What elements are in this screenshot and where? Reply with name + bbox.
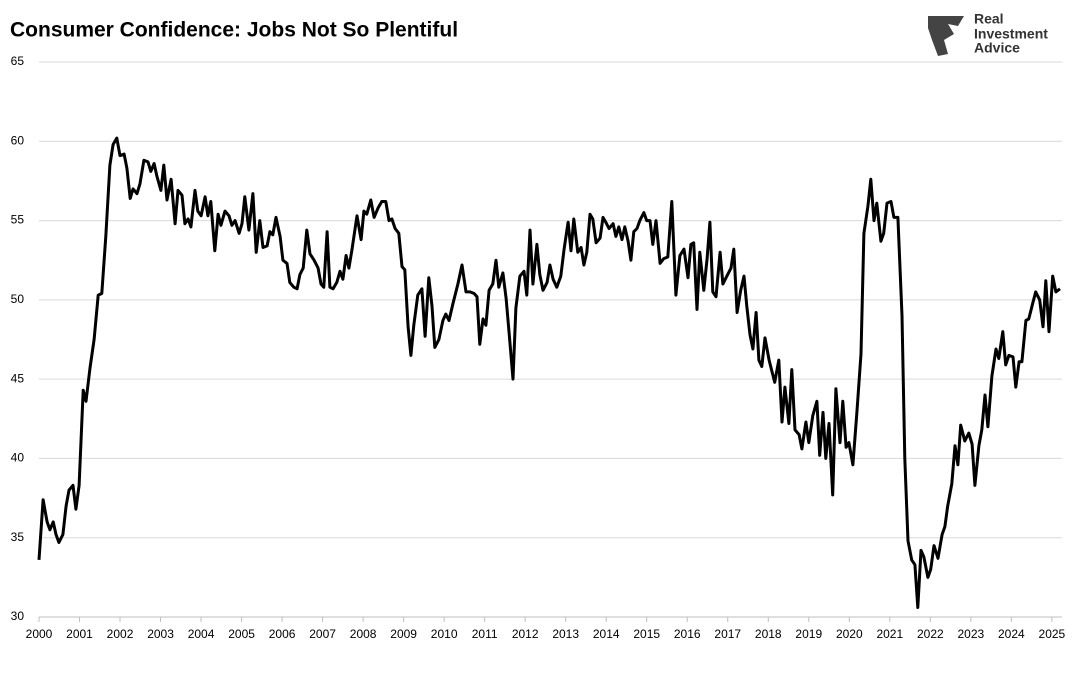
x-tick-label: 2012: [512, 627, 539, 641]
x-tick-label: 2018: [755, 627, 782, 641]
x-tick-label: 2016: [674, 627, 701, 641]
y-tick-label: 50: [11, 292, 25, 306]
x-tick-label: 2008: [350, 627, 377, 641]
y-tick-label: 40: [11, 451, 25, 465]
x-tick-label: 2006: [269, 627, 296, 641]
x-tick-label: 2024: [998, 627, 1025, 641]
x-tick-label: 2019: [795, 627, 822, 641]
y-tick-label: 60: [11, 133, 25, 147]
logo-text: Advice: [974, 40, 1020, 56]
data-line: [37, 136, 1061, 609]
x-tick-label: 2015: [633, 627, 660, 641]
y-tick-label: 65: [11, 54, 25, 68]
x-tick-label: 2025: [1039, 627, 1066, 641]
logo-mark: [928, 16, 964, 56]
x-tick-label: 2001: [66, 627, 93, 641]
x-tick-label: 2023: [957, 627, 984, 641]
x-tick-label: 2004: [188, 627, 215, 641]
x-tick-label: 2007: [309, 627, 336, 641]
x-tick-label: 2005: [228, 627, 255, 641]
x-tick-label: 2021: [876, 627, 903, 641]
x-tick-label: 2017: [714, 627, 741, 641]
x-tick-label: 2002: [107, 627, 134, 641]
x-tick-label: 2022: [917, 627, 944, 641]
x-tick-label: 2009: [390, 627, 417, 641]
x-tick-label: 2010: [431, 627, 458, 641]
logo: Real Investment Advice: [928, 11, 1048, 56]
chart-title: Consumer Confidence: Jobs Not So Plentif…: [10, 19, 458, 42]
logo-text: Investment: [974, 26, 1048, 42]
x-tick-label: 2011: [472, 627, 498, 641]
y-tick-label: 35: [11, 530, 25, 544]
logo-text: Real: [974, 11, 1004, 27]
x-tick-label: 2003: [147, 627, 174, 641]
y-tick-label: 45: [11, 371, 25, 385]
x-tick-label: 2013: [552, 627, 579, 641]
x-tick-label: 2014: [593, 627, 620, 641]
y-tick-label: 55: [11, 213, 25, 227]
x-tick-label: 2020: [836, 627, 863, 641]
y-tick-label: 30: [11, 609, 25, 623]
x-tick-label: 2000: [26, 627, 53, 641]
